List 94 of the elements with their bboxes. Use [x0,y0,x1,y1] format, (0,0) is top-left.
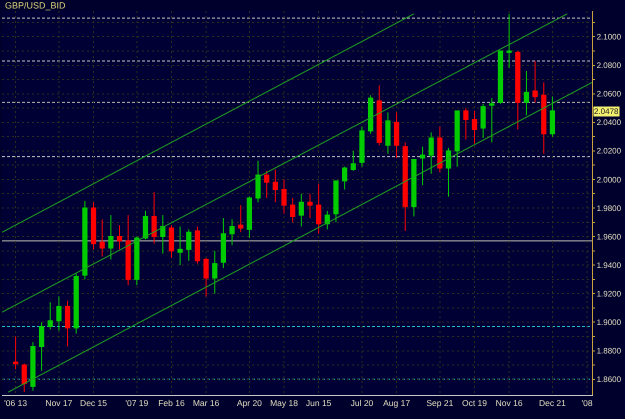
candlestick [82,200,88,280]
candlestick [255,160,261,203]
x-tick-label: '06 13 [4,398,28,408]
candlestick [550,96,556,138]
candlestick [22,363,27,393]
candlestick [264,170,270,198]
y-tick-label: 2.0200 [596,146,622,156]
candlestick [238,204,244,233]
x-tick-label: Oct 19 [462,398,488,408]
x-tick-label: Jul 20 [350,398,374,408]
candlestick [324,210,330,230]
chart-title: GBP/USD_BID [5,0,66,11]
candlestick [489,98,494,143]
x-tick-label: Nov 16 [496,398,523,408]
y-tick-label: 1.8600 [596,375,622,384]
y-tick-label: 1.9600 [596,232,622,242]
candlestick [498,50,504,104]
y-tick-label: 1.9800 [596,204,622,213]
candlestick [56,296,62,332]
candlestick [108,214,114,260]
candlestick [186,228,192,262]
y-tick-label: 2.1000 [596,32,622,42]
y-tick-label: 2.0800 [596,61,622,70]
candlestick [290,198,296,223]
x-tick-label: Sep 21 [426,398,454,408]
candlestick [506,13,512,69]
candlestick [437,126,442,173]
candlestick [298,193,304,228]
candlestick [116,224,122,250]
candlestick [359,126,365,168]
candlestick [194,226,200,264]
candlestick [152,192,157,244]
candlestick [160,214,166,254]
x-tick-label: Aug 17 [383,398,410,408]
candlestick [420,146,426,186]
candlestick [90,202,96,250]
y-tick-label: 1.9000 [596,318,622,327]
candlestick [272,168,278,203]
candlestick [64,300,70,347]
candlestick [368,94,374,134]
candlestick [402,142,408,232]
candlestick [428,132,434,174]
candlestick [142,210,148,240]
x-tick-label: Dec 15 [80,398,108,408]
candlestick [446,148,452,198]
x-tick-label: Feb 16 [158,398,185,408]
candlestick [134,236,140,286]
x-tick-label: Nov 17 [45,398,73,408]
candlestick [541,82,546,154]
candlestick [411,158,417,218]
candlestick [168,224,174,258]
candlestick [316,183,322,234]
candlestick [220,217,226,268]
candlestick [515,50,520,130]
candlestick [177,226,183,266]
y-tick-label: 1.9400 [596,260,622,270]
candlestick [203,257,209,297]
candlestick [12,336,18,370]
y-tick-label: 1.9200 [596,289,622,298]
candlestick [212,250,218,294]
y-tick-label: 1.8800 [596,346,622,356]
candlestick [333,180,339,223]
candlestick [74,273,79,334]
y-tick-label: 2.0400 [596,118,622,128]
candlestick [126,214,131,286]
candlestick [246,196,252,238]
x-tick-label: May 18 [270,398,298,408]
x-tick-label: '07 19 [125,398,149,408]
x-tick-label: Dec 21 [538,398,566,408]
x-tick-label: Mar 16 [192,398,220,408]
candlestick [454,110,460,168]
candlestick [394,112,400,159]
x-tick-label: Apr 20 [236,398,262,408]
candlestick [480,103,486,139]
candlestick [48,302,53,330]
candlestick [100,218,105,258]
annotation: 2.0478 [594,107,620,116]
candlestick [307,193,313,218]
candlestick [350,150,356,172]
x-tick-label: Jun 15 [306,398,332,408]
candlestick [524,70,530,116]
candlestick [532,60,538,103]
candlestick [342,166,348,190]
candlestick [385,112,391,154]
y-tick-label: 2.0000 [596,175,622,184]
candlestick [463,108,468,140]
candlestick [229,218,235,246]
y-tick-label: 2.0600 [596,90,622,99]
candlestick [30,342,36,392]
x-tick-label: '08 [582,398,593,408]
candlestick [38,322,44,372]
candlestick [472,110,478,144]
candlestick [281,178,287,214]
candlestick [376,84,382,146]
